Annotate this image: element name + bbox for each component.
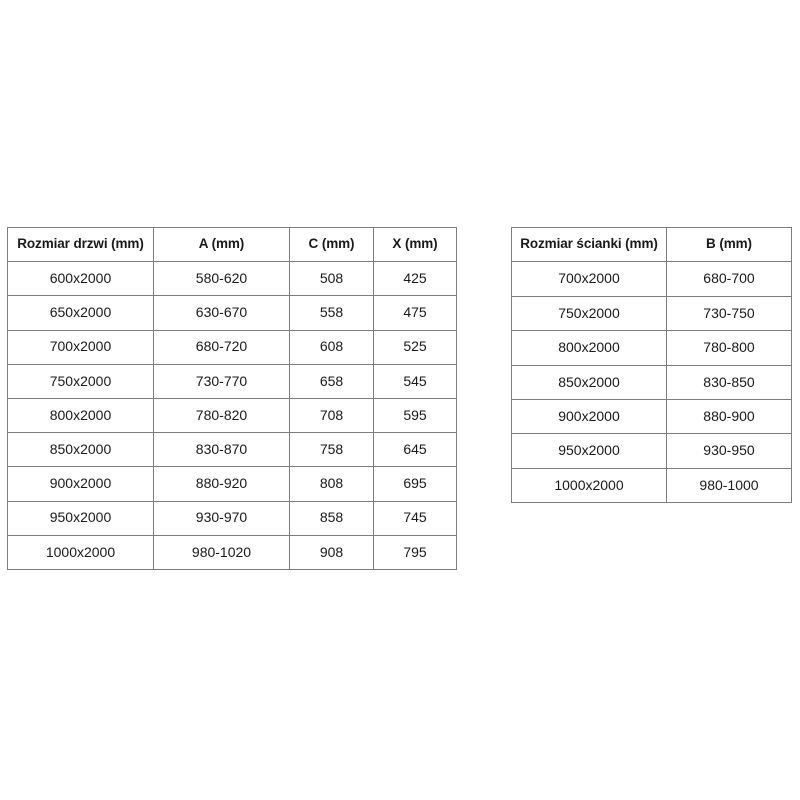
table-row: 950x2000 930-970 858 745 (7, 500, 457, 536)
table-header-row: Rozmiar drzwi (mm) A (mm) C (mm) X (mm) (7, 226, 457, 263)
table-row: 700x2000 680-700 (511, 261, 792, 297)
table-row: 800x2000 780-800 (511, 330, 792, 366)
table-row: 650x2000 630-670 558 475 (7, 295, 457, 331)
cell-a: 980-1020 (153, 534, 290, 570)
cell-wall-size: 950x2000 (511, 433, 667, 469)
cell-c: 758 (289, 432, 374, 468)
cell-x: 545 (373, 363, 457, 399)
cell-b: 680-700 (666, 261, 792, 297)
cell-door-size: 700x2000 (7, 329, 154, 365)
cell-door-size: 600x2000 (7, 261, 154, 297)
cell-door-size: 950x2000 (7, 500, 154, 536)
column-header-x: X (mm) (373, 226, 457, 263)
cell-wall-size: 1000x2000 (511, 467, 667, 504)
table-row: 800x2000 780-820 708 595 (7, 397, 457, 434)
table-row: 600x2000 580-620 508 425 (7, 261, 457, 297)
table-header-row: Rozmiar ścianki (mm) B (mm) (511, 226, 792, 263)
cell-wall-size: 750x2000 (511, 295, 667, 332)
cell-a: 730-770 (153, 363, 290, 399)
cell-x: 475 (373, 295, 457, 331)
cell-c: 508 (289, 261, 374, 297)
cell-a: 780-820 (153, 397, 290, 434)
cell-c: 908 (289, 534, 374, 570)
column-header-door-size: Rozmiar drzwi (mm) (7, 226, 154, 263)
table-row: 900x2000 880-900 (511, 398, 792, 435)
cell-door-size: 850x2000 (7, 432, 154, 468)
table-row: 850x2000 830-870 758 645 (7, 432, 457, 468)
cell-b: 980-1000 (666, 467, 792, 504)
cell-c: 558 (289, 295, 374, 331)
table-row: 1000x2000 980-1000 (511, 467, 792, 504)
cell-c: 658 (289, 363, 374, 399)
table-row: 750x2000 730-770 658 545 (7, 363, 457, 399)
cell-b: 930-950 (666, 433, 792, 469)
table-row: 950x2000 930-950 (511, 433, 792, 469)
cell-b: 780-800 (666, 330, 792, 366)
column-header-c: C (mm) (289, 226, 374, 263)
door-table-body: 600x2000 580-620 508 425 650x2000 630-67… (7, 261, 457, 570)
cell-x: 795 (373, 534, 457, 570)
cell-a: 580-620 (153, 261, 290, 297)
cell-c: 808 (289, 466, 374, 502)
cell-wall-size: 700x2000 (511, 261, 667, 297)
cell-door-size: 900x2000 (7, 466, 154, 502)
cell-door-size: 650x2000 (7, 295, 154, 331)
cell-b: 830-850 (666, 364, 792, 400)
cell-c: 858 (289, 500, 374, 536)
cell-x: 525 (373, 329, 457, 365)
cell-door-size: 1000x2000 (7, 534, 154, 570)
cell-x: 425 (373, 261, 457, 297)
cell-x: 595 (373, 397, 457, 434)
table-row: 700x2000 680-720 608 525 (7, 329, 457, 365)
column-header-wall-size: Rozmiar ścianki (mm) (511, 226, 667, 263)
table-row: 900x2000 880-920 808 695 (7, 466, 457, 502)
cell-wall-size: 900x2000 (511, 398, 667, 435)
table-row: 750x2000 730-750 (511, 295, 792, 332)
column-header-b: B (mm) (666, 226, 792, 263)
cell-a: 880-920 (153, 466, 290, 502)
cell-a: 680-720 (153, 329, 290, 365)
cell-wall-size: 850x2000 (511, 364, 667, 400)
cell-a: 630-670 (153, 295, 290, 331)
cell-wall-size: 800x2000 (511, 330, 667, 366)
table-row: 1000x2000 980-1020 908 795 (7, 534, 457, 570)
wall-table-body: 700x2000 680-700 750x2000 730-750 800x20… (511, 261, 792, 504)
cell-c: 608 (289, 329, 374, 365)
table-row: 850x2000 830-850 (511, 364, 792, 400)
cell-a: 930-970 (153, 500, 290, 536)
cell-door-size: 800x2000 (7, 397, 154, 434)
cell-b: 730-750 (666, 295, 792, 332)
cell-door-size: 750x2000 (7, 363, 154, 399)
cell-b: 880-900 (666, 398, 792, 435)
column-header-a: A (mm) (153, 226, 290, 263)
cell-x: 745 (373, 500, 457, 536)
cell-a: 830-870 (153, 432, 290, 468)
wall-panel-size-table: Rozmiar ścianki (mm) B (mm) 700x2000 680… (511, 226, 792, 504)
cell-c: 708 (289, 397, 374, 434)
cell-x: 645 (373, 432, 457, 468)
door-size-table: Rozmiar drzwi (mm) A (mm) C (mm) X (mm) … (7, 226, 457, 570)
cell-x: 695 (373, 466, 457, 502)
